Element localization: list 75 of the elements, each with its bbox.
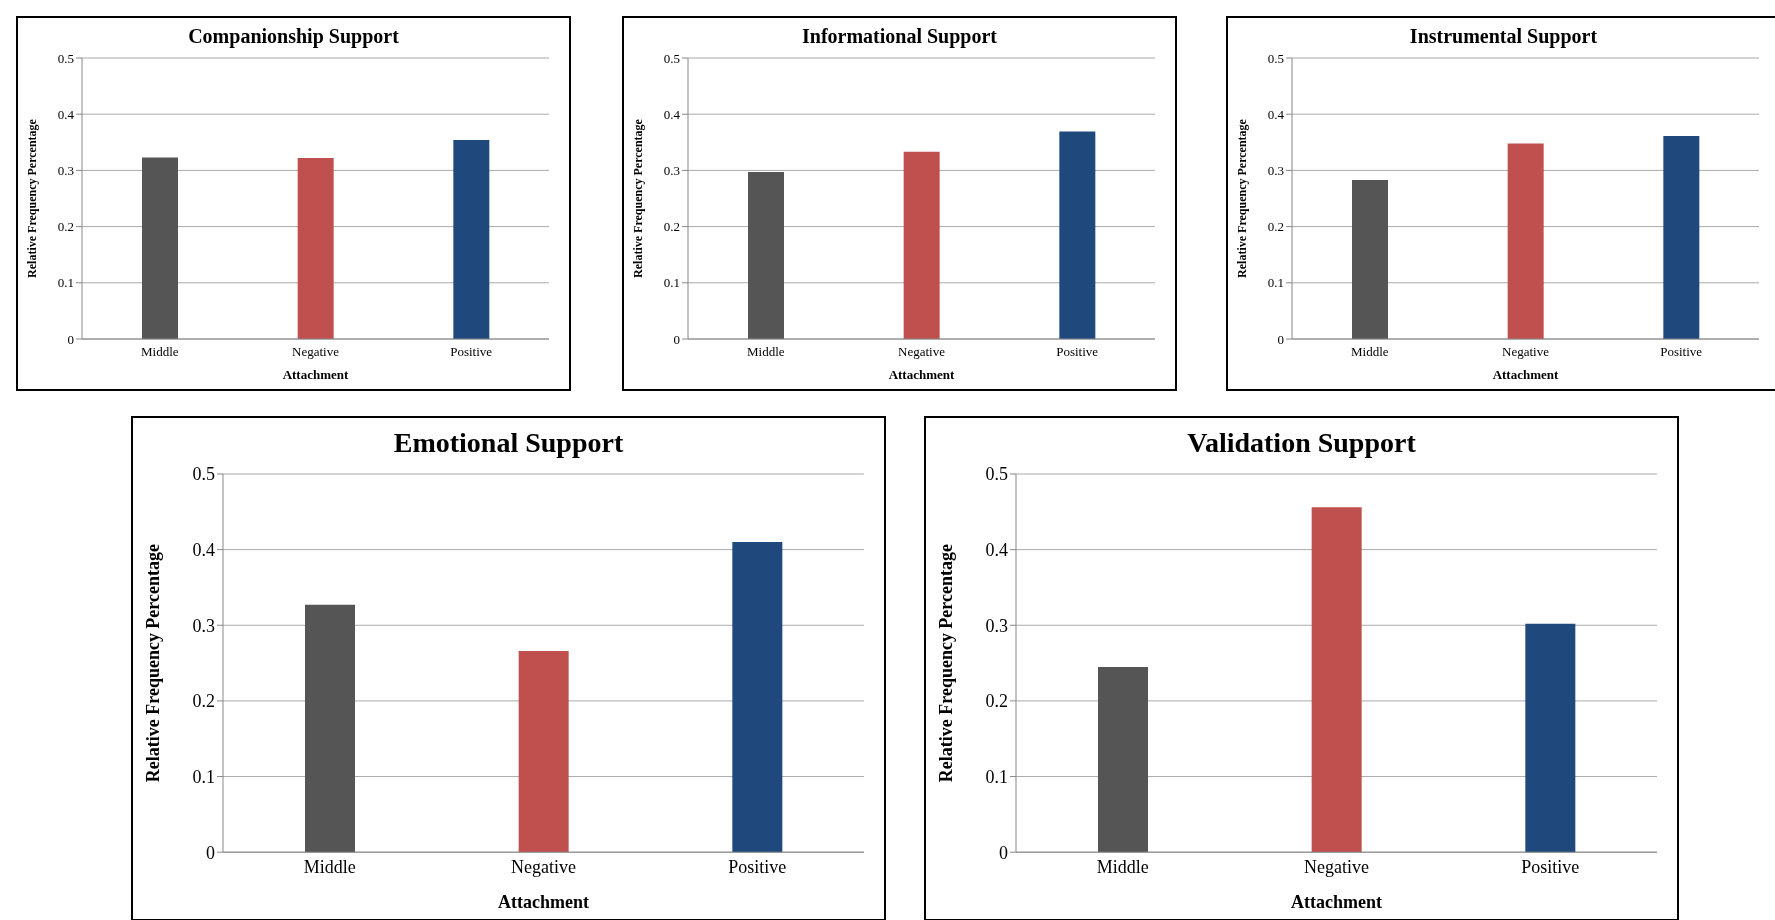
y-tick-label: 0 [206, 842, 216, 863]
y-tick-label: 0.3 [57, 163, 74, 179]
y-axis-title: Relative Frequency Percentage [1235, 118, 1250, 278]
x-tick-label: Middle [303, 856, 356, 877]
chart-title: Informational Support [801, 24, 998, 48]
y-tick-label: 0.2 [1267, 219, 1284, 235]
x-tick-label: Positive [728, 856, 787, 877]
y-tick-label: 0.4 [1267, 106, 1285, 122]
x-axis-title: Attachment [1492, 367, 1560, 382]
y-tick-label: 0.3 [985, 615, 1009, 636]
y-axis-title: Relative Frequency Percentage [936, 544, 957, 783]
y-tick-label: 0.4 [663, 106, 681, 122]
y-tick-label: 0.5 [57, 50, 74, 66]
bar [142, 157, 178, 339]
chart-title: Companionship Support [187, 24, 400, 48]
bar [1507, 143, 1544, 339]
y-tick-label: 0.5 [985, 464, 1009, 485]
y-tick-label: 0 [673, 331, 680, 347]
y-tick-label: 0.3 [192, 615, 216, 636]
bar [1311, 507, 1362, 853]
bar [1098, 666, 1148, 853]
chart-title: Validation Support [1186, 426, 1417, 460]
x-tick-label: Middle [141, 344, 179, 360]
x-axis-title: Attachment [498, 892, 589, 913]
chart-title: Instrumental Support [1408, 24, 1599, 48]
x-axis-title: Attachment [888, 367, 956, 382]
y-tick-label: 0.5 [663, 50, 680, 66]
y-axis-title: Relative Frequency Percentage [25, 118, 40, 278]
y-tick-label: 0.2 [663, 219, 680, 235]
bar [1059, 131, 1096, 339]
y-tick-label: 0.1 [1267, 275, 1284, 291]
y-tick-label: 0.4 [985, 540, 1009, 561]
x-tick-label: Negative [1304, 856, 1369, 877]
x-tick-label: Negative [511, 856, 576, 877]
x-tick-label: Positive [450, 344, 493, 360]
bar [903, 151, 940, 339]
y-axis-title: Relative Frequency Percentage [143, 544, 164, 783]
y-tick-label: 0.5 [192, 464, 216, 485]
x-axis-title: Attachment [1291, 892, 1382, 913]
bar [732, 542, 783, 853]
x-tick-label: Middle [747, 344, 785, 360]
y-tick-label: 0.3 [663, 163, 680, 179]
bar [453, 140, 490, 339]
y-tick-label: 0.2 [57, 219, 74, 235]
bar [518, 650, 569, 853]
x-tick-label: Positive [1056, 344, 1099, 360]
y-tick-label: 0.2 [192, 691, 216, 712]
y-tick-label: 0.1 [192, 766, 216, 787]
y-tick-label: 0 [67, 331, 74, 347]
y-tick-label: 0 [999, 842, 1009, 863]
y-tick-label: 0 [1277, 331, 1284, 347]
y-tick-label: 0.4 [192, 540, 216, 561]
y-tick-label: 0.4 [57, 106, 75, 122]
y-tick-label: 0.1 [985, 766, 1009, 787]
y-tick-label: 0.3 [1267, 163, 1284, 179]
bar [748, 172, 784, 339]
x-tick-label: Negative [1502, 344, 1550, 360]
x-tick-label: Middle [1351, 344, 1389, 360]
x-tick-label: Negative [292, 344, 340, 360]
bar [1663, 136, 1700, 339]
bar [297, 158, 334, 339]
bar [305, 604, 355, 853]
y-tick-label: 0.1 [57, 275, 74, 291]
bar [1525, 623, 1576, 853]
y-tick-label: 0.1 [663, 275, 680, 291]
y-tick-label: 0.5 [1267, 50, 1284, 66]
x-tick-label: Middle [1096, 856, 1149, 877]
x-tick-label: Negative [898, 344, 946, 360]
x-tick-label: Positive [1660, 344, 1703, 360]
x-axis-title: Attachment [282, 367, 350, 382]
chart-title: Emotional Support [392, 426, 625, 460]
bar [1352, 179, 1388, 339]
y-axis-title: Relative Frequency Percentage [631, 118, 646, 278]
x-tick-label: Positive [1521, 856, 1580, 877]
y-tick-label: 0.2 [985, 691, 1009, 712]
